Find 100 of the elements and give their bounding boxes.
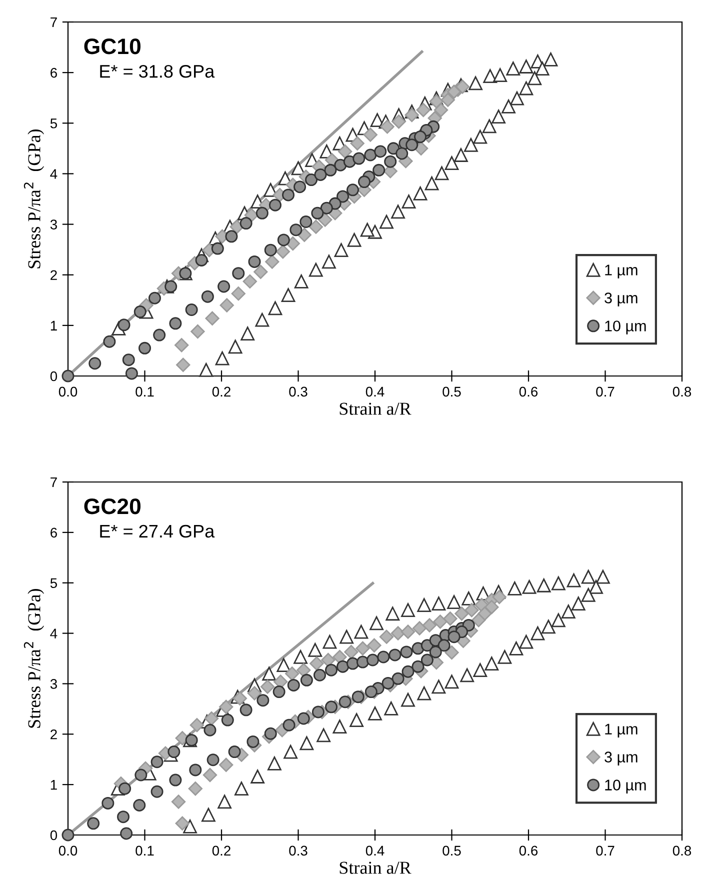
point <box>204 711 219 726</box>
point <box>287 678 300 692</box>
point <box>321 652 336 668</box>
point <box>225 230 238 243</box>
x-tick-label: 0.4 <box>366 846 384 856</box>
point <box>169 774 182 786</box>
point <box>294 180 306 194</box>
point <box>219 700 234 714</box>
y-tick-label: 0 <box>50 830 58 840</box>
point <box>300 674 313 686</box>
y-tick-label: 7 <box>50 477 57 488</box>
point <box>414 130 427 144</box>
point <box>438 639 450 652</box>
point <box>122 354 135 366</box>
point <box>274 674 288 689</box>
y-tick-label: 1 <box>50 780 57 790</box>
point <box>117 810 130 824</box>
point <box>379 630 394 644</box>
legend-label: 1 µm <box>605 724 638 738</box>
y-tick-label: 4 <box>50 628 58 638</box>
point <box>228 746 241 758</box>
point <box>366 654 379 666</box>
point <box>164 280 178 293</box>
point <box>264 727 277 740</box>
point <box>265 254 280 269</box>
y-tick-label: 1 <box>50 320 57 330</box>
point <box>62 370 74 382</box>
x-tick-label: 0.2 <box>212 386 230 397</box>
point <box>443 612 458 626</box>
point <box>325 664 338 676</box>
point <box>464 603 479 618</box>
point <box>429 94 444 108</box>
point <box>406 138 418 152</box>
point <box>412 621 427 636</box>
point <box>268 198 282 212</box>
point <box>314 168 327 181</box>
point <box>102 796 114 810</box>
point <box>247 686 262 700</box>
point <box>277 234 290 246</box>
point <box>285 666 300 681</box>
point <box>120 827 133 840</box>
point <box>367 638 382 652</box>
annotation: E* = 27.4 GPa <box>100 524 215 538</box>
point <box>396 147 408 160</box>
point <box>472 613 486 628</box>
point <box>344 644 358 660</box>
x-tick-label: 0.5 <box>442 386 461 397</box>
point <box>358 176 371 188</box>
point <box>231 286 246 301</box>
y-tick-label: 2 <box>50 729 57 740</box>
point <box>138 342 151 354</box>
point <box>420 654 434 666</box>
x-tick-label: 0.2 <box>212 846 230 856</box>
x-tick-label: 0.8 <box>672 386 692 397</box>
point <box>324 164 337 176</box>
point <box>134 306 146 318</box>
point <box>455 80 470 94</box>
point <box>400 624 416 639</box>
point <box>336 190 350 203</box>
point <box>150 785 164 798</box>
point <box>390 626 406 640</box>
point <box>176 358 190 372</box>
point <box>148 292 161 304</box>
point <box>492 590 506 604</box>
point <box>211 242 224 255</box>
point <box>206 754 220 766</box>
point <box>290 224 302 236</box>
annotation: GC10 <box>84 38 140 54</box>
x-tick-label: 0.1 <box>136 386 154 397</box>
point <box>352 690 364 704</box>
point <box>204 724 216 736</box>
point <box>377 650 390 664</box>
y-tick-label: 7 <box>50 17 57 28</box>
point <box>374 145 387 158</box>
point <box>364 148 377 162</box>
point <box>380 120 394 134</box>
x-tick-label: 0.3 <box>289 846 308 856</box>
y-tick-label: 0 <box>50 371 58 382</box>
x-tick-label: 0.7 <box>596 386 614 397</box>
point <box>392 672 404 685</box>
point <box>246 735 260 748</box>
x-axis-title: Strain a/R <box>340 862 412 874</box>
point <box>310 656 324 671</box>
point <box>202 768 218 782</box>
legend-label: 10 µm <box>605 780 646 794</box>
x-tick-label: 0.0 <box>58 846 78 856</box>
point <box>256 206 268 220</box>
point <box>195 254 208 266</box>
point <box>384 155 397 168</box>
point <box>300 216 312 228</box>
point <box>296 663 311 678</box>
point <box>308 220 323 234</box>
point <box>171 794 186 809</box>
point <box>412 660 424 673</box>
legend-label: 1 µm <box>605 264 638 278</box>
point <box>232 267 245 280</box>
point <box>189 764 202 776</box>
point <box>118 318 130 332</box>
legend-label: 3 µm <box>604 292 638 306</box>
point <box>254 264 268 279</box>
